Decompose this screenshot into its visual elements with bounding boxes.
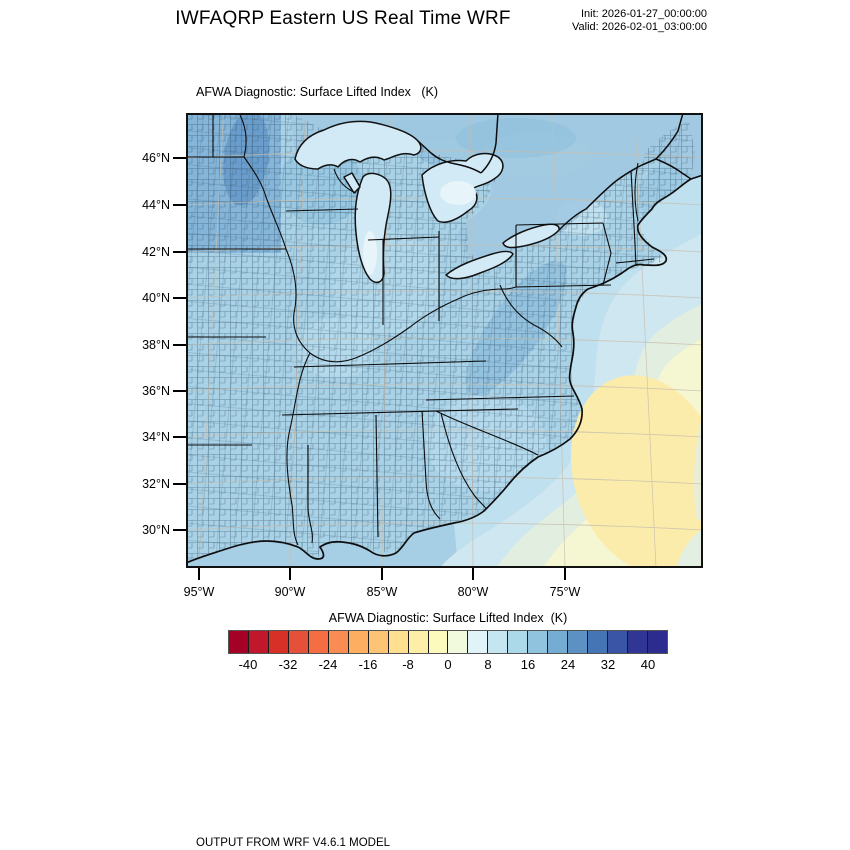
map-svg <box>185 109 726 575</box>
colorbar-cell <box>588 631 609 653</box>
green-bay <box>343 172 361 194</box>
colorbar-tick-label: -16 <box>358 657 378 672</box>
map-border <box>186 113 703 568</box>
lake-erie <box>445 250 514 280</box>
lon-tick <box>381 568 383 580</box>
colorbar-cell <box>268 631 289 653</box>
lat-tick-label: 42°N <box>142 245 170 259</box>
lon-tick-label: 90°W <box>274 585 306 599</box>
colorbar-cell <box>428 631 449 653</box>
lat-tick-label: 30°N <box>142 523 170 537</box>
lat-tick <box>173 157 186 159</box>
colorbar-cell <box>628 631 649 653</box>
coastline <box>185 174 704 564</box>
colorbar-tick-label: 32 <box>600 657 616 672</box>
footer-line1: OUTPUT FROM WRF V4.6.1 MODEL <box>196 837 391 849</box>
colorbar-cell <box>308 631 329 653</box>
lat-tick-label: 34°N <box>142 430 170 444</box>
colorbar-cell <box>288 631 309 653</box>
lat-tick <box>173 529 186 531</box>
colorbar-tick-label: 16 <box>520 657 536 672</box>
lat-tick <box>173 436 186 438</box>
colorbar-tick-label: -40 <box>238 657 258 672</box>
lat-tick <box>173 251 186 253</box>
lon-tick <box>472 568 474 580</box>
time-stamps: Init: 2026-01-27_00:00:00 Valid: 2026-02… <box>572 8 707 34</box>
lat-tick-label: 36°N <box>142 384 170 398</box>
lon-tick-label: 85°W <box>366 585 398 599</box>
lat-tick-label: 40°N <box>142 291 170 305</box>
lake-highlights <box>363 181 476 275</box>
canada-border <box>417 112 692 231</box>
colorbar-tick-label: -24 <box>318 657 338 672</box>
init-time: Init: 2026-01-27_00:00:00 <box>581 8 707 20</box>
colorbar-cell <box>408 631 429 653</box>
graticule <box>185 112 704 569</box>
colorbar-tick-label: 24 <box>560 657 576 672</box>
map-title: AFWA Diagnostic: Surface Lifted Index (K… <box>196 85 438 99</box>
colorbar-cell <box>528 631 549 653</box>
lon-tick-label: 75°W <box>549 585 581 599</box>
lat-tick-label: 38°N <box>142 338 170 352</box>
lon-tick <box>289 568 291 580</box>
lat-tick-label: 46°N <box>142 151 170 165</box>
lat-tick-label: 44°N <box>142 198 170 212</box>
map-canvas <box>185 109 726 575</box>
lake-superior <box>294 120 422 170</box>
lat-tick <box>173 483 186 485</box>
colorbar-cell <box>608 631 629 653</box>
lon-tick-label: 95°W <box>183 585 215 599</box>
colorbar-cell <box>488 631 509 653</box>
colorbar-tick-label: 0 <box>444 657 452 672</box>
colorbar-cell <box>508 631 529 653</box>
lat-tick-label: 32°N <box>142 477 170 491</box>
colorbar-tick-label: -32 <box>278 657 298 672</box>
page-title: IWFAQRP Eastern US Real Time WRF <box>175 8 511 29</box>
colorbar-cell <box>248 631 269 653</box>
colorbar-cell <box>388 631 409 653</box>
colorbar-cell <box>348 631 369 653</box>
lat-tick <box>173 297 186 299</box>
colorbar-tick-label: 40 <box>640 657 656 672</box>
lat-tick <box>173 204 186 206</box>
colorbar-cell <box>328 631 349 653</box>
colorbar-cell <box>368 631 389 653</box>
colorbar-tick-label: 8 <box>484 657 492 672</box>
ocean-fill <box>186 175 726 575</box>
colorbar-cell <box>648 631 667 653</box>
colorbar-cell <box>468 631 489 653</box>
colorbar-title: AFWA Diagnostic: Surface Lifted Index (K… <box>328 611 568 625</box>
lat-tick <box>173 344 186 346</box>
colorbar-cell <box>229 631 249 653</box>
lon-tick <box>198 568 200 580</box>
colorbar-cell <box>448 631 469 653</box>
colorbar-cell <box>568 631 589 653</box>
valid-time: Valid: 2026-02-01_03:00:00 <box>572 21 707 33</box>
state-borders <box>186 113 655 546</box>
footer-text: OUTPUT FROM WRF V4.6.1 MODEL WE = 310 ; … <box>196 808 648 850</box>
great-lakes <box>294 120 560 284</box>
colorbar-cell <box>548 631 569 653</box>
colorbar-tick-label: -8 <box>402 657 414 672</box>
lon-tick-label: 80°W <box>457 585 489 599</box>
lat-tick <box>173 390 186 392</box>
lon-tick <box>564 568 566 580</box>
colorbar <box>228 630 668 654</box>
